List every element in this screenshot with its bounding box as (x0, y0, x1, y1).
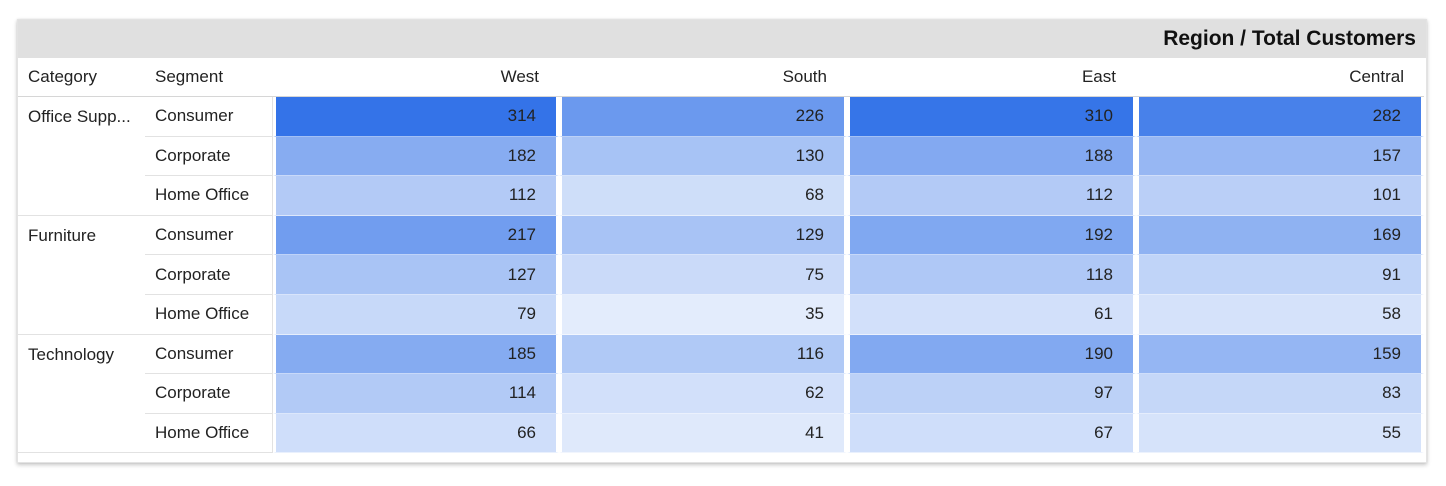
header-region-west[interactable]: West (273, 58, 559, 97)
value-cell: 101 (1136, 176, 1424, 216)
value-cell: 41 (559, 413, 847, 454)
segment-cell: Corporate (145, 136, 273, 177)
header-region-east[interactable]: East (847, 58, 1136, 97)
value-cell: 67 (847, 413, 1136, 454)
segment-cell: Consumer (145, 97, 273, 137)
value-cell: 129 (559, 215, 847, 256)
value-cell: 118 (847, 255, 1136, 295)
value-cell: 192 (847, 215, 1136, 256)
value-cell: 157 (1136, 136, 1424, 177)
category-cell: Technology (18, 335, 145, 454)
value-cell: 61 (847, 294, 1136, 335)
value-cell: 112 (847, 176, 1136, 216)
value-cell: 310 (847, 97, 1136, 137)
table-title: Region / Total Customers (1163, 27, 1416, 50)
value-cell: 188 (847, 136, 1136, 177)
value-cell: 58 (1136, 294, 1424, 335)
pivot-table-card: Region / Total Customers Category Segmen… (17, 19, 1427, 463)
value-cell: 97 (847, 374, 1136, 414)
value-cell: 79 (273, 294, 559, 335)
value-cell: 83 (1136, 374, 1424, 414)
value-cell: 75 (559, 255, 847, 295)
value-cell: 190 (847, 334, 1136, 375)
category-cell: Furniture (18, 216, 145, 335)
pivot-table: Category Segment West South East Central… (18, 58, 1426, 454)
value-cell: 55 (1136, 413, 1424, 454)
header-category[interactable]: Category (18, 58, 145, 97)
category-cell: Office Supp... (18, 97, 145, 216)
segment-cell: Home Office (145, 413, 273, 454)
value-cell: 169 (1136, 215, 1424, 256)
value-cell: 116 (559, 334, 847, 375)
value-cell: 282 (1136, 97, 1424, 137)
value-cell: 130 (559, 136, 847, 177)
segment-cell: Home Office (145, 294, 273, 335)
value-cell: 66 (273, 413, 559, 454)
value-cell: 68 (559, 176, 847, 216)
value-cell: 35 (559, 294, 847, 335)
value-cell: 182 (273, 136, 559, 177)
segment-cell: Corporate (145, 374, 273, 414)
header-region-south[interactable]: South (559, 58, 847, 97)
segment-cell: Consumer (145, 334, 273, 375)
segment-cell: Home Office (145, 176, 273, 216)
segment-cell: Corporate (145, 255, 273, 295)
header-region-central[interactable]: Central (1136, 58, 1424, 97)
segment-cell: Consumer (145, 215, 273, 256)
value-cell: 114 (273, 374, 559, 414)
value-cell: 91 (1136, 255, 1424, 295)
value-cell: 226 (559, 97, 847, 137)
value-cell: 185 (273, 334, 559, 375)
value-cell: 314 (273, 97, 559, 137)
value-cell: 62 (559, 374, 847, 414)
value-cell: 217 (273, 215, 559, 256)
value-cell: 112 (273, 176, 559, 216)
header-segment[interactable]: Segment (145, 58, 273, 97)
table-title-bar: Region / Total Customers (18, 20, 1426, 58)
value-cell: 159 (1136, 334, 1424, 375)
value-cell: 127 (273, 255, 559, 295)
